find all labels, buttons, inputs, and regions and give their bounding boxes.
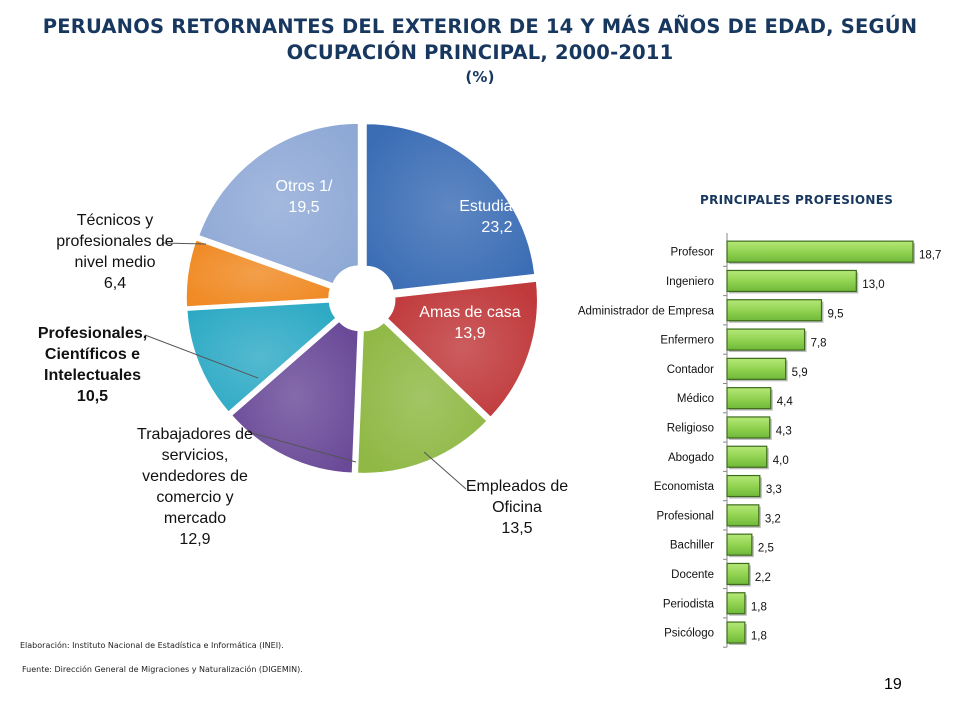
pie-slice-value: 19,5 xyxy=(288,199,320,216)
bar xyxy=(726,357,787,380)
bar-chart-title: PRINCIPALES PROFESIONES xyxy=(700,193,894,207)
bar-value-label: 1,8 xyxy=(751,601,767,613)
bar-category-label: Psicólogo xyxy=(664,628,714,640)
pie-leader-line xyxy=(247,431,357,463)
pie-slice xyxy=(386,280,539,419)
bar-value-label: 18,7 xyxy=(919,250,941,262)
pie-slice-label: Técnicos y profesionales de nivel medio 6… xyxy=(40,210,190,294)
pie-slice-label: Otros 1/19,5 xyxy=(244,176,364,218)
bar-category-label: Ingeniero xyxy=(666,276,714,288)
title-text: PERUANOS RETORNANTES DEL EXTERIOR DE 14 … xyxy=(42,15,918,64)
pie-slice-value: 13,5 xyxy=(501,520,533,537)
page-number: 19 xyxy=(884,676,902,693)
bar-value-label: 5,9 xyxy=(792,367,808,379)
pie-slice xyxy=(365,122,536,292)
bar xyxy=(726,240,914,263)
bar xyxy=(726,416,771,439)
bar-category-label: Religioso xyxy=(667,422,714,434)
pie-slice-value: 12,9 xyxy=(179,531,211,548)
bar-category-label: Economista xyxy=(654,481,715,493)
bar-category-label: Periodista xyxy=(663,598,715,610)
pie-slice-name: Amas de casa xyxy=(419,304,521,321)
pie-slice-label: Empleados de Oficina 13,5 xyxy=(457,476,577,539)
bar-category-label: Administrador de Empresa xyxy=(578,305,715,317)
bar-value-label: 13,0 xyxy=(862,279,884,291)
bar-value-label: 4,4 xyxy=(777,396,794,408)
source-elaboracion: Elaboración: Instituto Nacional de Estad… xyxy=(20,641,284,650)
pie-leader-line xyxy=(423,451,467,490)
pie-slice-name: Técnicos y profesionales de nivel medio xyxy=(56,212,174,271)
bar xyxy=(726,269,857,293)
bar-value-label: 1,8 xyxy=(751,631,767,643)
pie-slice-value: 13,9 xyxy=(454,325,486,342)
pie-leader-line xyxy=(161,242,207,245)
bar-value-label: 3,3 xyxy=(766,484,782,496)
bar xyxy=(726,562,750,586)
pie-slice-value: 10,5 xyxy=(76,388,109,405)
bar xyxy=(726,474,761,498)
pie-slice xyxy=(185,238,332,308)
bar-value-label: 9,5 xyxy=(827,308,843,320)
bar-value-label: 4,3 xyxy=(776,425,792,437)
pie-slice-name: Profesionales, Científicos e Intelectual… xyxy=(37,325,148,384)
pie-slice-name: Trabajadores de servicios, vendedores de… xyxy=(137,426,253,527)
pie-slice-label: Trabajadores de servicios, vendedores de… xyxy=(135,424,255,550)
bar-category-label: Enfermero xyxy=(660,335,714,347)
bar-category-label: Profesional xyxy=(656,510,714,522)
pie-slice-label: Estudiante 23,2 xyxy=(432,196,562,238)
pie-slice xyxy=(185,301,338,414)
bar-value-label: 4,0 xyxy=(773,455,789,467)
bar-category-label: Bachiller xyxy=(670,540,714,552)
bar xyxy=(726,328,806,351)
pie-slice xyxy=(197,122,360,285)
pie-center-hole xyxy=(333,269,391,327)
bar xyxy=(726,621,746,644)
bar-value-label: 2,2 xyxy=(755,572,771,584)
bar-value-label: 7,8 xyxy=(811,338,827,350)
source-fuente: Fuente: Dirección General de Migraciones… xyxy=(22,665,303,674)
pie-slice xyxy=(230,320,360,475)
bar-value-label: 2,5 xyxy=(758,543,774,555)
title-unit: (%) xyxy=(465,68,495,86)
pie-slice-label: Amas de casa 13,9 xyxy=(405,302,535,344)
bar-value-label: 3,2 xyxy=(765,513,781,525)
pie-slice xyxy=(356,321,489,475)
bar xyxy=(726,299,823,322)
pie-slice-value: 6,4 xyxy=(103,275,127,292)
bar-category-label: Médico xyxy=(677,393,714,405)
bar xyxy=(726,592,746,615)
pie-slice-name: Estudiante xyxy=(459,198,535,215)
bar xyxy=(726,533,753,556)
pie-slice-label: Profesionales, Científicos e Intelectual… xyxy=(20,323,165,407)
pie-slice-name: Otros 1/ xyxy=(275,178,333,195)
pie-slice-value: 23,2 xyxy=(481,219,513,236)
bar-category-label: Docente xyxy=(671,569,714,581)
bar xyxy=(726,504,760,527)
bar xyxy=(726,387,772,410)
bar-category-label: Abogado xyxy=(668,452,714,464)
bar-category-label: Contador xyxy=(667,364,714,376)
pie-slice-name: Empleados de Oficina xyxy=(465,478,569,516)
bar xyxy=(726,445,768,468)
bar-category-label: Profesor xyxy=(671,247,715,259)
page-title: PERUANOS RETORNANTES DEL EXTERIOR DE 14 … xyxy=(30,14,930,88)
pie-leader-line xyxy=(144,334,259,379)
